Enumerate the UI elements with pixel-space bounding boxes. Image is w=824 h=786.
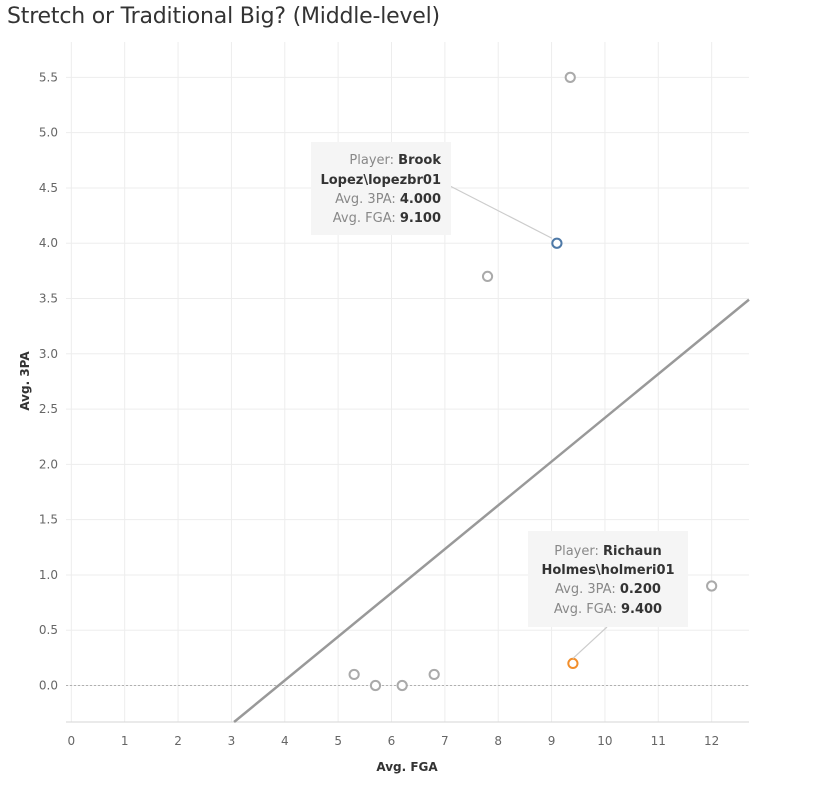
y-tick-label: 0.5 — [39, 623, 58, 637]
y-tick-label: 2.0 — [39, 457, 58, 471]
x-axis-title: Avg. FGA — [376, 760, 438, 774]
tooltip-fga-value: 9.100 — [400, 211, 441, 226]
tooltip-player-value: Brook — [398, 153, 441, 168]
tooltip-player-label: Player: — [349, 153, 398, 168]
tooltip-box — [528, 531, 688, 627]
y-tick-label: 5.0 — [39, 126, 58, 140]
x-tick-label: 0 — [68, 734, 76, 748]
x-tick-label: 4 — [281, 734, 289, 748]
tooltip-3pa-label: Avg. 3PA: — [335, 192, 400, 207]
data-point — [369, 679, 382, 692]
x-tick-label: 7 — [441, 734, 449, 748]
tooltip-fga-line: Avg. FGA: 9.400 — [554, 602, 662, 617]
x-tick-label: 9 — [548, 734, 556, 748]
tooltip-fga-label: Avg. FGA: — [554, 602, 621, 617]
x-tick-label: 1 — [121, 734, 129, 748]
x-tick-label: 12 — [704, 734, 719, 748]
y-tick-label: 1.0 — [39, 568, 58, 582]
x-tick-label: 2 — [174, 734, 182, 748]
x-tick-label: 5 — [334, 734, 342, 748]
tooltip-3pa-line: Avg. 3PA: 4.000 — [335, 192, 441, 207]
data-point — [481, 270, 494, 283]
y-axis-title: Avg. 3PA — [18, 351, 32, 411]
highlighted-data-point — [551, 237, 563, 249]
tooltip-box — [311, 142, 451, 235]
tooltip-player-id: Holmes\holmeri01 — [541, 563, 674, 578]
data-point — [348, 668, 360, 681]
data-point — [564, 71, 576, 83]
tooltip-connector — [449, 185, 553, 239]
y-tick-label: 4.0 — [39, 236, 58, 250]
tooltip-player-line: Player: Brook — [349, 153, 441, 168]
x-tick-label: 6 — [388, 734, 396, 748]
tooltip-3pa-label: Avg. 3PA: — [555, 582, 620, 597]
tooltip-fga-line: Avg. FGA: 9.100 — [333, 211, 441, 226]
tooltip-connector — [572, 626, 608, 659]
tooltip-player-label: Player: — [554, 544, 603, 559]
tooltip-player-line: Player: Richaun — [554, 544, 661, 559]
data-point — [428, 668, 440, 681]
y-tick-label: 0.0 — [39, 679, 58, 693]
tooltip-3pa-value: 0.200 — [620, 582, 661, 597]
y-tick-label: 4.5 — [39, 181, 58, 195]
trend-line — [233, 298, 750, 723]
y-tick-label: 2.5 — [39, 402, 58, 416]
data-point — [396, 679, 408, 692]
chart-title: Stretch or Traditional Big? (Middle-leve… — [7, 4, 440, 29]
x-tick-label: 10 — [597, 734, 612, 748]
tooltip-3pa-line: Avg. 3PA: 0.200 — [555, 582, 661, 597]
x-tick-label: 11 — [651, 734, 666, 748]
highlighted-data-point — [567, 657, 579, 669]
tooltips-layer: Player: Brook Lopez\lopezbr01 Avg. 3PA: 4.… — [311, 142, 688, 659]
tooltip-fga-label: Avg. FGA: — [333, 211, 400, 226]
tooltip-3pa-value: 4.000 — [400, 192, 441, 207]
y-tick-label: 3.0 — [39, 347, 58, 361]
y-tick-label: 5.5 — [39, 70, 58, 84]
tooltip-player-id: Lopez\lopezbr01 — [320, 173, 441, 188]
data-point — [706, 580, 718, 592]
x-tick-label: 3 — [228, 734, 236, 748]
tooltip-player-value: Richaun — [603, 544, 662, 559]
x-tick-label: 8 — [494, 734, 502, 748]
points-layer — [348, 71, 718, 692]
tooltip-fga-value: 9.400 — [621, 602, 662, 617]
trend-line-layer — [233, 298, 750, 723]
y-tick-label: 3.5 — [39, 292, 58, 306]
axis-layer: 0 1 2 3 4 5 6 7 8 9 10 11 120.00.51.01.52.02.53.03.5… — [39, 70, 749, 748]
y-tick-label: 1.5 — [39, 513, 58, 527]
